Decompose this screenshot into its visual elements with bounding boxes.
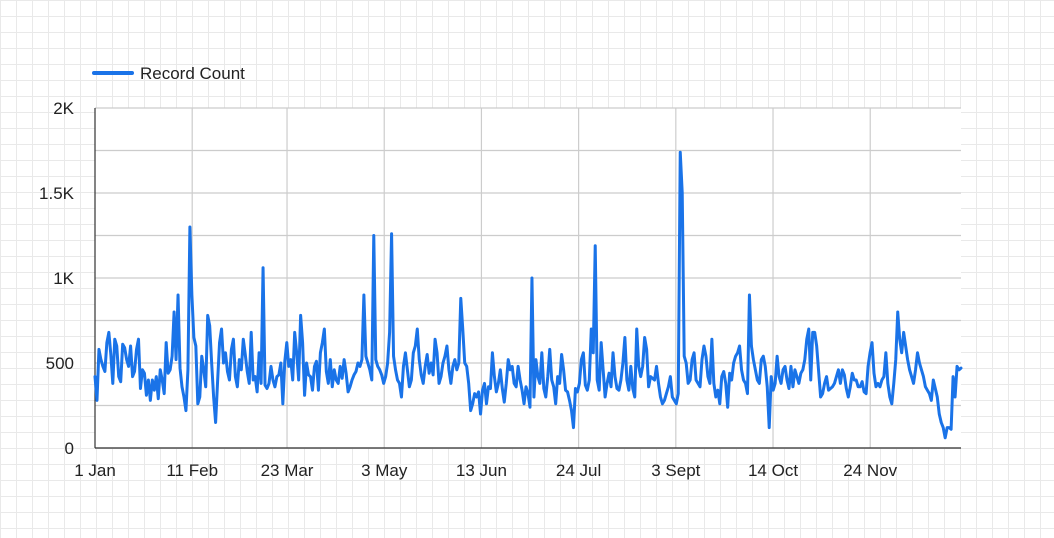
y-tick-label: 500	[46, 354, 74, 373]
x-tick-label: 11 Feb	[166, 461, 218, 480]
y-tick-label: 0	[65, 439, 74, 458]
y-tick-label: 2K	[53, 99, 74, 118]
legend-label: Record Count	[140, 64, 245, 83]
y-axis: 0 500 1K 1.5K 2K	[39, 99, 75, 458]
x-tick-label: 13 Jun	[456, 461, 507, 480]
x-tick-label: 3 May	[361, 461, 408, 480]
y-tick-label: 1.5K	[39, 184, 75, 203]
series-line-record-count	[93, 150, 963, 440]
x-tick-label: 14 Oct	[748, 461, 798, 480]
x-tick-label: 1 Jan	[74, 461, 116, 480]
x-tick-label: 24 Nov	[843, 461, 897, 480]
x-tick-label: 3 Sept	[651, 461, 700, 480]
x-axis: 1 Jan 11 Feb 23 Mar 3 May 13 Jun 24 Jul 3 Sept…	[74, 461, 897, 480]
x-tick-label: 24 Jul	[556, 461, 601, 480]
series-layer	[93, 150, 963, 440]
x-tick-label: 23 Mar	[261, 461, 314, 480]
y-tick-label: 1K	[53, 269, 74, 288]
legend[interactable]: Record Count	[92, 64, 245, 83]
